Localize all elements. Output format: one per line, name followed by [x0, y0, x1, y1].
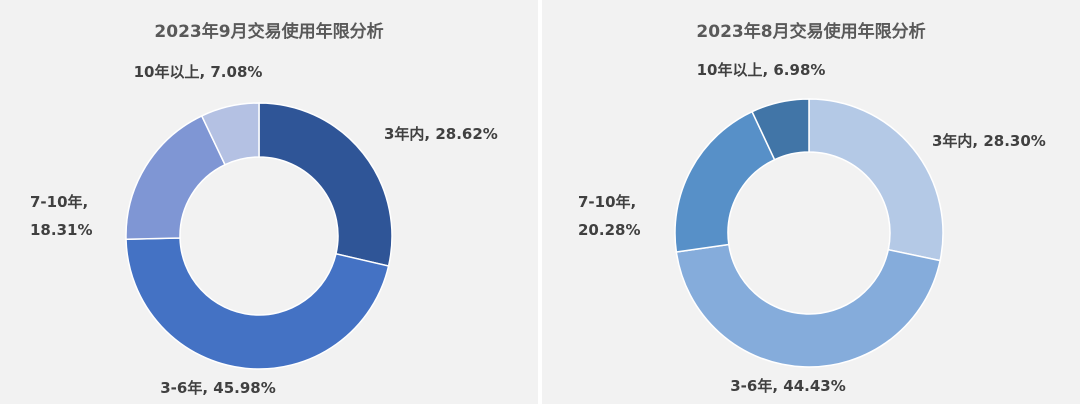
donut-slice-10年以上 — [200, 102, 260, 166]
data-label-3年内: 3年内, 28.62% — [384, 125, 498, 143]
donut-slice-3年内 — [808, 98, 944, 262]
chart-panel-aug: 2023年8月交易使用年限分析 3年内, 28.30% 3-6年, 44.43% 7… — [542, 0, 1080, 404]
donut-slice-3年内 — [258, 102, 393, 267]
donut-slice-3-6年 — [675, 243, 942, 368]
donut-slice-7-10年 — [674, 110, 776, 253]
data-label-3年内: 3年内, 28.30% — [932, 132, 1046, 150]
donut-chart-sep: 3年内, 28.62% 3-6年, 45.98% 7-10年, 18.31% 10年以上… — [30, 63, 498, 397]
data-label-3-6年: 3-6年, 44.43% — [730, 377, 846, 395]
chart-title-sep: 2023年9月交易使用年限分析 — [154, 22, 384, 42]
data-label-10年以上: 10年以上, 7.08% — [134, 63, 263, 81]
donut-chart-aug: 3年内, 28.30% 3-6年, 44.43% 7-10年, 20.28% 10年以上… — [578, 61, 1046, 395]
data-label-10年以上: 10年以上, 6.98% — [697, 61, 826, 79]
donut-slice-3-6年 — [125, 237, 390, 370]
data-label-7-10年: 7-10年, 20.28% — [578, 193, 640, 239]
chart-title-aug: 2023年8月交易使用年限分析 — [696, 22, 926, 42]
data-label-7-10年: 7-10年, 18.31% — [30, 193, 92, 239]
donut-slice-10年以上 — [751, 98, 810, 161]
data-label-3-6年: 3-6年, 45.98% — [160, 379, 276, 397]
chart-panel-sep: 2023年9月交易使用年限分析 3年内, 28.62% 3-6年, 45.98% 7… — [0, 0, 538, 404]
